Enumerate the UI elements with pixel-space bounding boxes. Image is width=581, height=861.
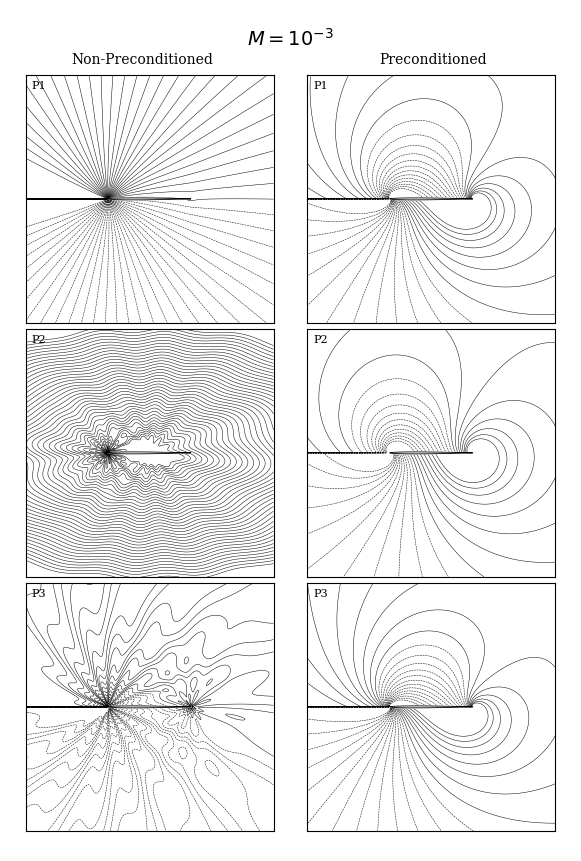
- Text: $M = 10^{-3}$: $M = 10^{-3}$: [247, 28, 334, 49]
- Polygon shape: [108, 198, 191, 200]
- Text: P2: P2: [314, 335, 328, 345]
- Polygon shape: [390, 706, 473, 708]
- Text: P3: P3: [32, 589, 46, 599]
- Polygon shape: [108, 452, 191, 454]
- Text: P1: P1: [314, 81, 328, 91]
- Text: P2: P2: [32, 335, 46, 345]
- Text: P1: P1: [32, 81, 46, 91]
- Polygon shape: [108, 706, 191, 708]
- Text: Preconditioned: Preconditioned: [379, 53, 487, 67]
- Text: P3: P3: [314, 589, 328, 599]
- Polygon shape: [390, 198, 473, 200]
- Polygon shape: [390, 452, 473, 454]
- Text: Non-Preconditioned: Non-Preconditioned: [71, 53, 213, 67]
